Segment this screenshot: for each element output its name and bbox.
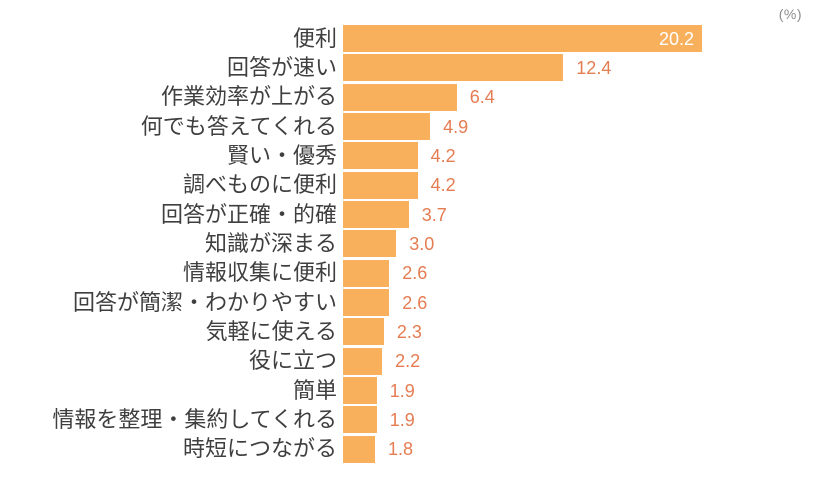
chart-row: 作業効率が上がる 6.4	[0, 83, 820, 112]
bar	[343, 230, 397, 258]
category-label: 情報を整理・集約してくれる	[52, 406, 337, 432]
category-label: 作業効率が上がる	[160, 84, 337, 110]
bar-track: 3.0	[343, 230, 820, 258]
value-label: 2.6	[402, 263, 428, 284]
bar	[343, 83, 457, 111]
bar-track: 6.4	[343, 83, 820, 111]
category-label: 知識が深まる	[204, 230, 337, 256]
bar-track: 2.2	[343, 347, 820, 375]
chart-row: 回答が速い 12.4	[0, 53, 820, 82]
value-label: 2.3	[396, 321, 422, 342]
bar	[343, 289, 390, 317]
bar-track: 4.9	[343, 113, 820, 141]
bar-track: 4.2	[343, 142, 820, 170]
category-label: 気軽に使える	[205, 318, 337, 344]
chart-row: 役に立つ 2.2	[0, 347, 820, 376]
value-label: 12.4	[576, 57, 612, 78]
bar	[343, 347, 383, 375]
bar	[343, 113, 431, 141]
category-label: 回答が速い	[226, 54, 337, 80]
bar-track: 2.6	[343, 289, 820, 317]
category-label: 便利	[292, 25, 337, 51]
value-label: 2.6	[402, 292, 428, 313]
unit-label: (%)	[778, 6, 802, 22]
bar-track: 2.6	[343, 259, 820, 287]
bar: 20.2	[343, 25, 702, 53]
chart-row: 情報を整理・集約してくれる 1.9	[0, 405, 820, 434]
bar-track: 3.7	[343, 201, 820, 229]
chart-row: 便利 20.2	[0, 24, 820, 53]
bar	[343, 406, 377, 434]
chart-row: 時短につながる 1.8	[0, 435, 820, 464]
bar-track: 12.4	[343, 54, 820, 82]
bar-track: 1.8	[343, 435, 820, 463]
value-label: 1.9	[389, 409, 415, 430]
category-label: 情報収集に便利	[182, 260, 337, 286]
bar	[343, 318, 384, 346]
value-label: 6.4	[469, 87, 495, 108]
category-label: 賢い・優秀	[226, 142, 337, 168]
chart-row: 賢い・優秀 4.2	[0, 141, 820, 170]
bar-track: 1.9	[343, 406, 820, 434]
chart-row: 何でも答えてくれる 4.9	[0, 112, 820, 141]
bar	[343, 201, 409, 229]
category-label: 何でも答えてくれる	[140, 113, 337, 139]
value-label: 3.0	[409, 233, 435, 254]
bar-track: 4.2	[343, 171, 820, 199]
value-label: 1.8	[388, 439, 414, 460]
value-label: 3.7	[421, 204, 447, 225]
bar-track: 1.9	[343, 377, 820, 405]
value-label: 2.2	[395, 351, 421, 372]
category-label: 簡単	[292, 377, 337, 403]
category-label: 役に立つ	[248, 348, 337, 374]
value-label: 4.2	[430, 145, 456, 166]
category-label: 回答が簡潔・わかりやすい	[72, 289, 337, 315]
value-label-inside: 20.2	[658, 28, 694, 49]
category-label: 調べものに便利	[182, 172, 337, 198]
chart-row: 調べものに便利 4.2	[0, 171, 820, 200]
category-label: 回答が正確・的確	[160, 201, 337, 227]
value-label: 4.9	[443, 116, 469, 137]
bar	[343, 171, 418, 199]
bar	[343, 142, 418, 170]
chart-row: 簡単 1.9	[0, 376, 820, 405]
bar	[343, 259, 390, 287]
bar-chart: 便利 20.2 回答が速い 12.4 作業効率が上がる 6.4 何でも答えてくれ…	[0, 24, 820, 464]
bar-track: 2.3	[343, 318, 820, 346]
bar	[343, 435, 375, 463]
value-label: 1.9	[389, 380, 415, 401]
value-label: 4.2	[430, 175, 456, 196]
chart-row: 気軽に使える 2.3	[0, 317, 820, 346]
bar	[343, 54, 564, 82]
chart-row: 情報収集に便利 2.6	[0, 259, 820, 288]
chart-row: 知識が深まる 3.0	[0, 229, 820, 258]
bar	[343, 377, 377, 405]
category-label: 時短につながる	[182, 436, 337, 462]
bar-track: 20.2	[343, 25, 820, 53]
chart-row: 回答が簡潔・わかりやすい 2.6	[0, 288, 820, 317]
chart-row: 回答が正確・的確 3.7	[0, 200, 820, 229]
